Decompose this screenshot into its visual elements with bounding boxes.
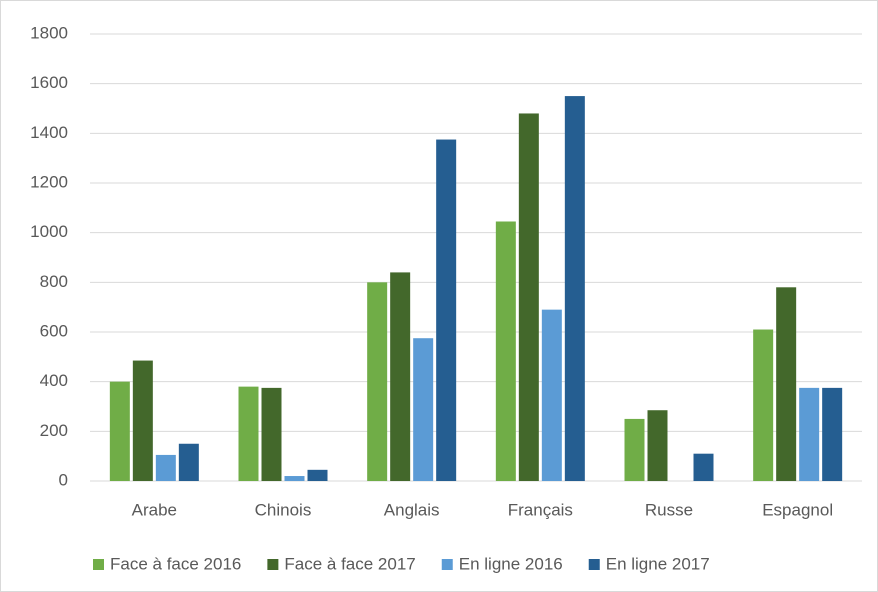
bar — [776, 287, 797, 481]
bar — [647, 410, 668, 481]
bar — [413, 338, 434, 481]
bar — [753, 329, 774, 481]
bar — [238, 386, 259, 481]
y-tick-label: 1200 — [30, 172, 68, 191]
legend-swatch — [93, 559, 104, 570]
bar — [564, 96, 585, 481]
legend-label: Face à face 2016 — [110, 554, 241, 573]
x-tick-label: Russe — [645, 500, 693, 519]
bar — [367, 282, 388, 481]
bar — [307, 469, 328, 481]
bar — [390, 272, 411, 481]
bar — [261, 387, 282, 481]
x-tick-label: Français — [508, 500, 573, 519]
bar — [624, 418, 645, 481]
bar — [436, 139, 457, 481]
y-tick-label: 1800 — [30, 23, 68, 42]
y-tick-label: 200 — [40, 421, 68, 440]
y-tick-label: 1000 — [30, 222, 68, 241]
legend-label: En ligne 2016 — [459, 554, 563, 573]
bar — [495, 221, 516, 481]
bar — [822, 387, 843, 481]
legend-label: Face à face 2017 — [284, 554, 415, 573]
bar — [284, 476, 305, 481]
y-tick-label: 1400 — [30, 123, 68, 142]
y-tick-label: 600 — [40, 321, 68, 340]
legend-label: En ligne 2017 — [606, 554, 710, 573]
x-tick-label: Espagnol — [762, 500, 833, 519]
legend-swatch — [441, 559, 453, 570]
legend-swatch — [588, 559, 600, 570]
bar — [132, 360, 153, 481]
x-tick-label: Arabe — [132, 500, 177, 519]
bar — [155, 454, 176, 481]
y-tick-label: 800 — [40, 272, 68, 291]
bar — [109, 381, 130, 481]
bar — [178, 443, 199, 481]
y-tick-label: 1600 — [30, 73, 68, 92]
x-tick-label: Anglais — [384, 500, 440, 519]
bar — [693, 453, 714, 481]
y-tick-label: 400 — [40, 371, 68, 390]
bar — [518, 113, 539, 481]
x-tick-label: Chinois — [255, 500, 312, 519]
y-tick-label: 0 — [59, 470, 68, 489]
bar — [799, 387, 820, 481]
legend-swatch — [267, 559, 279, 570]
bar — [541, 309, 562, 481]
